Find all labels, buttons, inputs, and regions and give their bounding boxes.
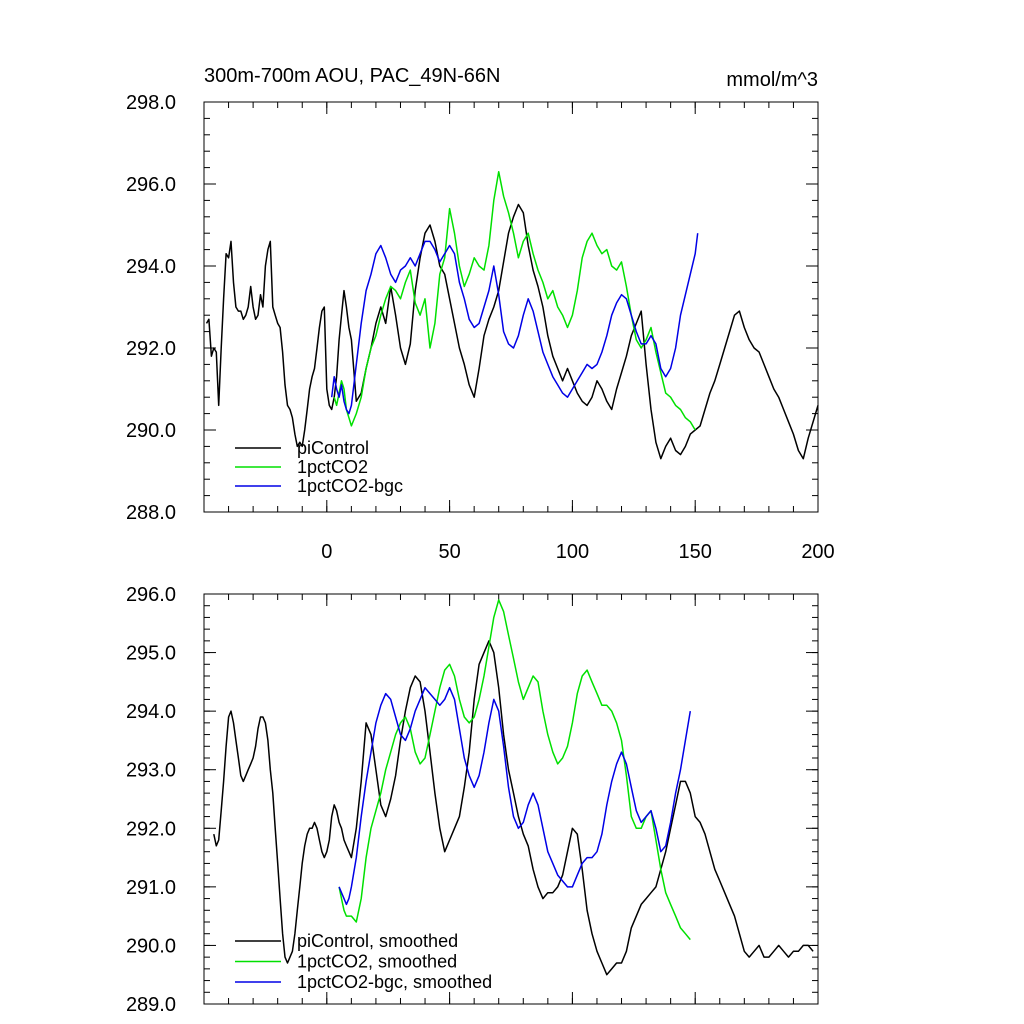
y-tick-label: 288.0 [126, 502, 176, 524]
y-tick-label: 294.0 [126, 701, 176, 723]
series-line-picontrol-smoothed [213, 640, 814, 976]
series-line-1pctco2-bgc [330, 233, 699, 415]
y-tick-label: 293.0 [126, 760, 176, 782]
top-units-label: mmol/m^3 [726, 69, 818, 91]
bottom-panel: 289.0 290.0 291.0 292.0 293.0 294.0 295.0 296.0… [126, 584, 819, 1016]
y-tick-label: 291.0 [126, 877, 176, 899]
bottom-axis-ticks: 289.0 290.0 291.0 292.0 293.0 294.0 295.0 296.0 [126, 584, 819, 1016]
legend-label: 1pctCO2-bgc, smoothed [297, 972, 492, 992]
top-series-group [205, 170, 819, 460]
series-line-picontrol [205, 203, 819, 460]
legend-label: piControl [297, 438, 369, 458]
y-tick-label: 294.0 [126, 256, 176, 278]
y-tick-label: 298.0 [126, 92, 176, 114]
x-tick-label: 100 [556, 541, 589, 563]
x-tick-label: 150 [679, 541, 712, 563]
bottom-plot-frame [203, 593, 819, 1005]
legend-label: piControl, smoothed [297, 931, 458, 951]
legend-label: 1pctCO2-bgc [297, 476, 403, 496]
top-plot-frame [203, 101, 819, 513]
y-tick-label: 290.0 [126, 935, 176, 957]
y-tick-label: 296.0 [126, 174, 176, 196]
legend-label: 1pctCO2 [297, 457, 368, 477]
y-tick-label: 292.0 [126, 818, 176, 840]
y-tick-label: 292.0 [126, 338, 176, 360]
bottom-series-group [213, 599, 814, 976]
x-tick-label: 0 [321, 541, 332, 563]
y-tick-label: 296.0 [126, 584, 176, 606]
x-tick-label: 200 [801, 541, 834, 563]
y-tick-label: 289.0 [126, 994, 176, 1016]
top-panel: 300m-700m AOU, PAC_49N-66N mmol/m^3 0 50 1… [126, 65, 835, 563]
top-axis-ticks: 0 50 100 150 200 288.0 290.0 292.0 294.0 296.0 298… [126, 92, 835, 563]
y-tick-label: 290.0 [126, 420, 176, 442]
y-tick-label: 295.0 [126, 643, 176, 665]
series-line-1pctco2-bgc-smoothed [338, 686, 692, 906]
legend-label: 1pctCO2, smoothed [297, 952, 457, 972]
x-tick-label: 50 [438, 541, 460, 563]
top-chart-title: 300m-700m AOU, PAC_49N-66N [204, 65, 500, 87]
series-line-1pctco2-smoothed [338, 599, 691, 941]
